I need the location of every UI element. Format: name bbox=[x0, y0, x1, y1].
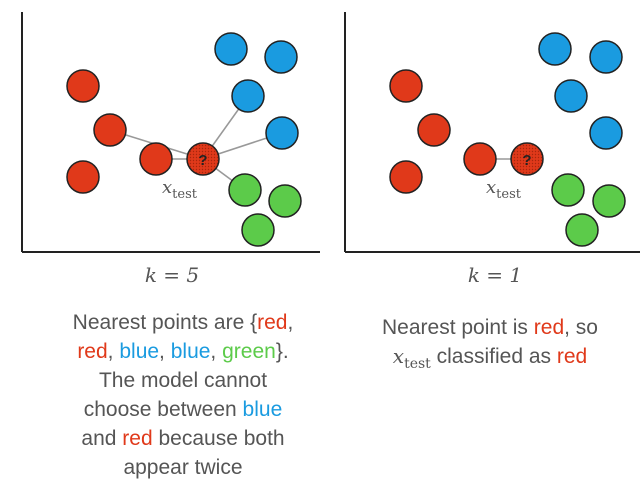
blue-point bbox=[555, 80, 587, 112]
caption-line: xtest classified as red bbox=[345, 342, 635, 379]
k-label: k = 1 bbox=[468, 263, 522, 287]
test-point-glyph: ? bbox=[522, 152, 531, 169]
caption-line: Nearest points are {red, bbox=[28, 308, 338, 337]
red-point bbox=[94, 114, 126, 146]
blue-point bbox=[215, 33, 247, 65]
caption-line: red, blue, blue, green}. bbox=[28, 337, 338, 366]
caption-line: appear twice bbox=[28, 453, 338, 482]
word-red: red bbox=[77, 340, 107, 363]
blue-point bbox=[590, 41, 622, 73]
blue-point bbox=[539, 33, 571, 65]
word-red: red bbox=[557, 345, 587, 368]
word-blue: blue bbox=[171, 340, 211, 363]
test-point-label: xtest bbox=[486, 177, 522, 202]
caption-line: choose between blue bbox=[28, 395, 338, 424]
word-green: green bbox=[222, 340, 276, 363]
red-point bbox=[418, 114, 450, 146]
x-test-symbol: xtest bbox=[393, 344, 431, 368]
red-point bbox=[67, 70, 99, 102]
caption-line: and red because both bbox=[28, 424, 338, 453]
word-red: red bbox=[122, 427, 152, 450]
green-point bbox=[566, 214, 598, 246]
test-point-label: xtest bbox=[162, 177, 198, 202]
panel-k5: ? xtest k = 5 bbox=[22, 12, 320, 287]
caption-k1: Nearest point is red, so xtest classifie… bbox=[345, 313, 635, 379]
green-point bbox=[242, 214, 274, 246]
word-red: red bbox=[534, 316, 564, 339]
blue-point bbox=[590, 117, 622, 149]
red-point bbox=[390, 70, 422, 102]
red-point bbox=[464, 143, 496, 175]
green-point bbox=[269, 185, 301, 217]
word-blue: blue bbox=[119, 340, 159, 363]
k-label: k = 5 bbox=[145, 263, 199, 287]
green-point bbox=[552, 174, 584, 206]
green-point bbox=[593, 185, 625, 217]
blue-point bbox=[265, 41, 297, 73]
red-point bbox=[140, 143, 172, 175]
panel-k1: ? xtest k = 1 bbox=[345, 12, 640, 287]
word-blue: blue bbox=[243, 398, 283, 421]
caption-line: The model cannot bbox=[28, 366, 338, 395]
knn-diagram: ? xtest k = 5 ? xtes bbox=[0, 0, 642, 300]
caption-k5: Nearest points are {red, red, blue, blue… bbox=[28, 308, 338, 482]
blue-point bbox=[232, 80, 264, 112]
green-point bbox=[229, 174, 261, 206]
red-point bbox=[390, 161, 422, 193]
word-red: red bbox=[257, 311, 287, 334]
caption-line: Nearest point is red, so bbox=[345, 313, 635, 342]
red-point bbox=[67, 161, 99, 193]
blue-point bbox=[266, 117, 298, 149]
test-point-glyph: ? bbox=[198, 152, 207, 169]
